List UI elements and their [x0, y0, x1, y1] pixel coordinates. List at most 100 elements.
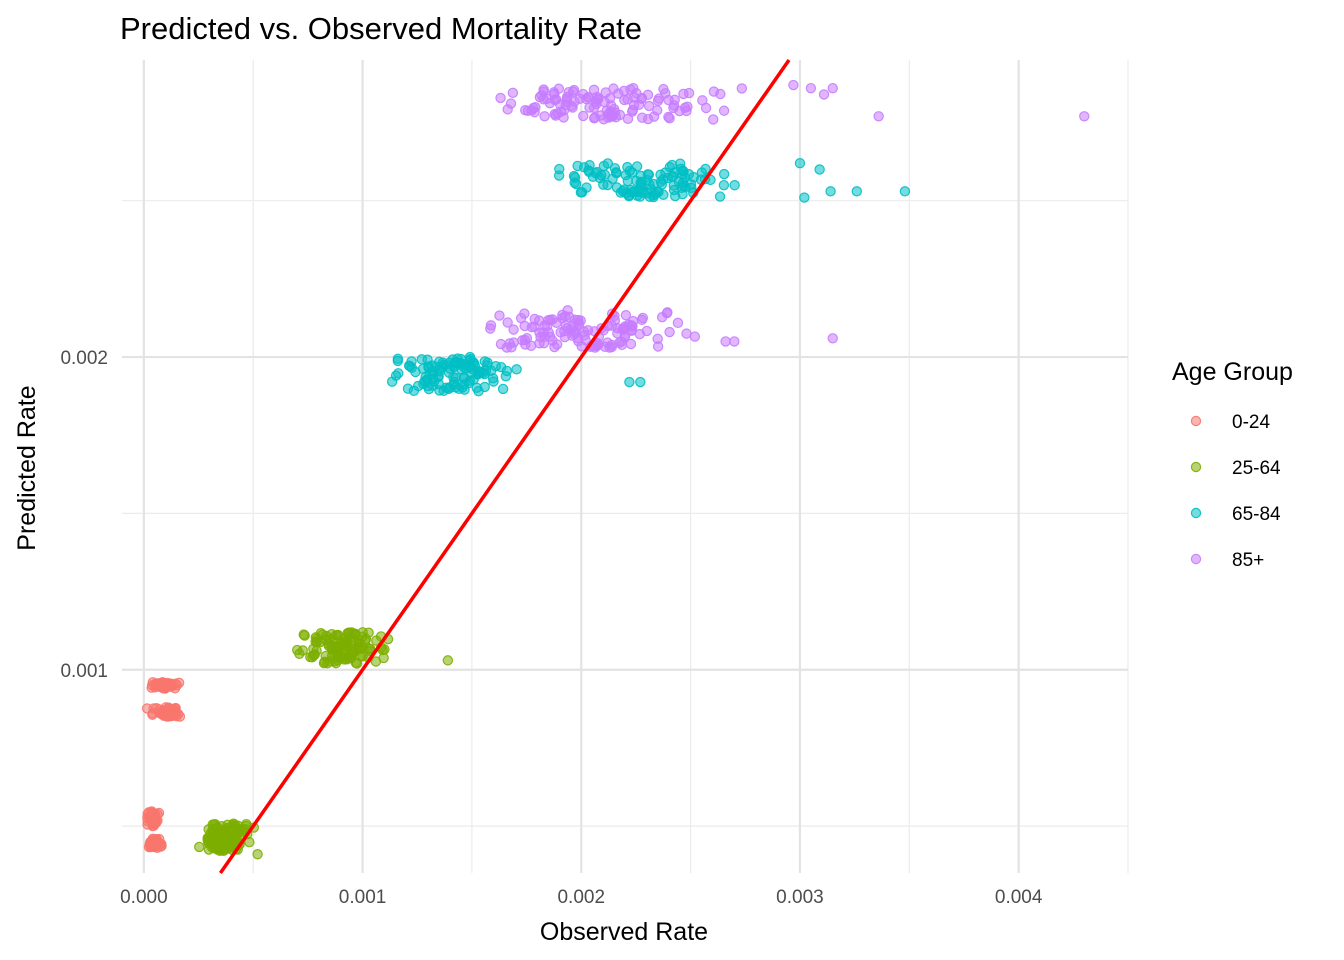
point-85plus — [580, 334, 591, 346]
point-25-64 — [357, 631, 368, 642]
point-65-84 — [460, 362, 472, 374]
point-65-84 — [825, 186, 836, 197]
point-85plus — [616, 336, 627, 347]
point-0-24 — [143, 807, 155, 818]
point-25-64 — [320, 634, 332, 646]
point-85plus — [658, 83, 669, 95]
point-85plus — [534, 91, 546, 103]
point-65-84 — [511, 364, 522, 375]
point-65-84 — [669, 190, 681, 202]
point-85plus — [494, 310, 505, 321]
point-0-24 — [167, 709, 178, 721]
point-65-84 — [458, 373, 470, 384]
legend-key — [1190, 553, 1202, 565]
point-65-84 — [448, 376, 460, 388]
legend-key — [1190, 415, 1202, 427]
point-25-64 — [341, 640, 352, 652]
point-65-84 — [471, 382, 482, 394]
point-85plus — [566, 100, 577, 112]
point-85plus — [504, 338, 515, 349]
point-65-84 — [443, 367, 455, 378]
x-tick-label: 0.001 — [339, 887, 387, 908]
point-65-84 — [668, 170, 679, 182]
point-85plus — [549, 341, 560, 353]
point-85plus — [574, 93, 586, 104]
point-85plus — [663, 111, 674, 123]
x-tick-label: 0.004 — [995, 887, 1043, 908]
point-65-84 — [648, 189, 659, 201]
point-85plus — [652, 341, 664, 352]
point-85plus — [628, 83, 639, 94]
point-85plus — [664, 326, 675, 338]
point-65-84 — [413, 380, 424, 392]
chart-title: Predicted vs. Observed Mortality Rate — [120, 11, 642, 46]
x-axis-ticks: 0.000 0.001 0.002 0.003 0.004 — [120, 887, 1043, 908]
point-65-84 — [624, 376, 635, 388]
point-85plus — [622, 94, 633, 105]
point-85plus — [626, 106, 638, 117]
point-65-84 — [406, 356, 417, 367]
point-85plus — [651, 105, 663, 116]
point-85plus — [495, 338, 507, 350]
point-65-84 — [624, 165, 635, 177]
point-85plus — [562, 305, 573, 316]
point-85plus — [678, 88, 689, 100]
point-85plus — [550, 110, 561, 121]
point-25-64 — [214, 842, 225, 853]
x-tick-label: 0.003 — [776, 887, 824, 908]
point-25-64 — [207, 825, 218, 836]
point-85plus — [598, 114, 609, 125]
point-25-64 — [236, 825, 247, 837]
point-0-24 — [149, 682, 161, 693]
point-85plus — [788, 79, 799, 91]
data-points — [141, 79, 1090, 860]
point-65-84 — [668, 180, 680, 191]
point-65-84 — [488, 376, 499, 387]
point-85plus — [526, 105, 537, 116]
point-0-24 — [147, 816, 158, 827]
point-85plus — [643, 100, 655, 112]
point-85plus — [1079, 111, 1090, 122]
point-65-84 — [610, 167, 622, 178]
point-85plus — [561, 91, 573, 103]
point-85plus — [609, 315, 621, 326]
point-25-64 — [252, 849, 263, 860]
point-85plus — [729, 336, 740, 347]
point-65-84 — [635, 376, 646, 388]
point-85plus — [562, 322, 573, 334]
point-65-84 — [497, 383, 509, 395]
point-85plus — [805, 82, 817, 94]
point-25-64 — [339, 654, 350, 665]
point-65-84 — [688, 172, 699, 183]
point-65-84 — [686, 182, 697, 194]
point-0-24 — [151, 839, 162, 850]
point-65-84 — [423, 362, 434, 374]
point-65-84 — [402, 383, 414, 394]
point-85plus — [674, 105, 685, 117]
point-85plus — [519, 334, 531, 346]
x-tick-label: 0.002 — [557, 887, 605, 908]
point-65-84 — [598, 179, 609, 190]
point-25-64 — [227, 832, 238, 843]
point-85plus — [568, 84, 580, 96]
point-65-84 — [851, 186, 863, 197]
point-65-84 — [611, 182, 623, 193]
point-85plus — [538, 337, 550, 349]
point-25-64 — [292, 644, 303, 656]
point-25-64 — [326, 643, 338, 655]
point-85plus — [591, 98, 602, 110]
point-25-64 — [194, 841, 205, 853]
point-65-84 — [469, 360, 481, 371]
point-85plus — [600, 87, 611, 98]
point-65-84 — [622, 175, 633, 187]
point-85plus — [718, 105, 730, 116]
point-65-84 — [472, 369, 483, 380]
point-65-84 — [501, 365, 513, 377]
point-85plus — [662, 307, 673, 318]
point-65-84 — [899, 186, 911, 197]
point-25-64 — [342, 627, 353, 639]
point-65-84 — [677, 165, 688, 176]
point-85plus — [620, 310, 632, 321]
point-65-84 — [714, 191, 726, 202]
point-85plus — [582, 325, 594, 336]
